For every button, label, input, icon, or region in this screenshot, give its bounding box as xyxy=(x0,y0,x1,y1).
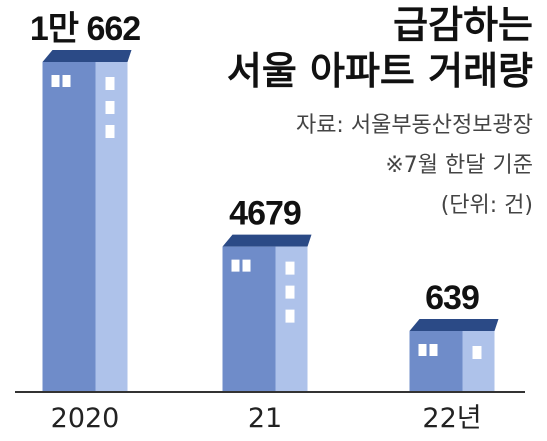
unit-note: (단위: 건) xyxy=(440,193,533,218)
building-front xyxy=(42,62,96,391)
building-side xyxy=(95,62,128,391)
bar-21: 4679 21 xyxy=(222,195,312,434)
window xyxy=(231,259,240,272)
chart-title-line1: 급감하는 xyxy=(393,3,533,47)
basis-note: ※7월 한달 기준 xyxy=(385,153,533,178)
window xyxy=(242,259,251,272)
window xyxy=(285,285,295,299)
building-roof xyxy=(42,50,132,62)
building-roof xyxy=(409,319,499,331)
building-side xyxy=(462,331,495,391)
window xyxy=(105,125,115,138)
value-label: 4679 xyxy=(229,195,301,233)
x-tick-label: 2020 xyxy=(51,403,120,434)
window xyxy=(62,75,71,87)
value-label: 1만 662 xyxy=(30,10,140,48)
window xyxy=(472,346,482,359)
window xyxy=(285,261,295,275)
window xyxy=(105,77,115,90)
window xyxy=(429,344,438,356)
window xyxy=(285,309,295,323)
bars-group: 1만 662 2020 4679 21 639 22년 xyxy=(30,10,499,434)
window xyxy=(418,344,427,356)
source-note: 자료: 서울부동산정보광장 xyxy=(295,113,533,138)
x-tick-label: 22년 xyxy=(422,403,481,434)
building-front xyxy=(409,331,463,391)
chart-title-line2: 서울 아파트 거래량 xyxy=(226,49,533,93)
value-label: 639 xyxy=(425,279,479,317)
window xyxy=(105,101,115,114)
building-roof xyxy=(222,234,312,247)
bar-22년: 639 22년 xyxy=(409,279,499,434)
window xyxy=(51,75,60,87)
x-tick-label: 21 xyxy=(248,403,282,434)
bar-2020: 1만 662 2020 xyxy=(30,10,141,434)
